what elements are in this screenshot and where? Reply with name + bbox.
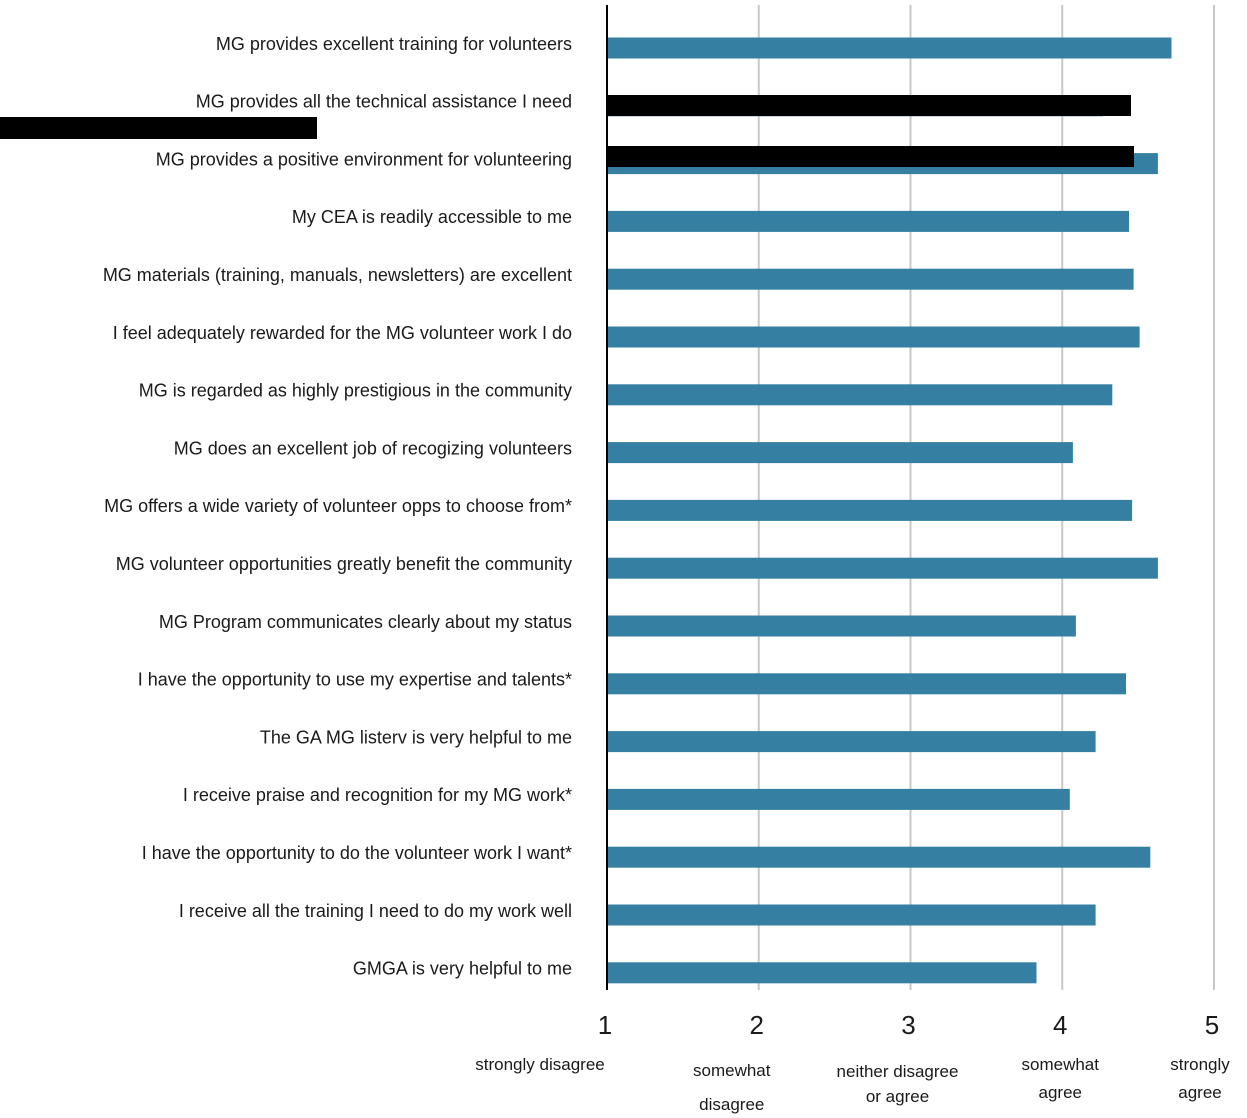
tick-label-2: 2	[750, 1010, 764, 1040]
tick-label-4: 4	[1053, 1010, 1067, 1040]
bar-9	[607, 499, 1133, 521]
category-label-1: MG provides excellent training for volun…	[216, 34, 572, 54]
category-label-14: I receive praise and recognition for my …	[183, 785, 572, 805]
bar-15	[607, 846, 1151, 868]
scale-label-3-line-1: neither disagree	[837, 1062, 959, 1081]
category-label-2: MG provides all the technical assistance…	[196, 92, 572, 112]
category-label-6: I feel adequately rewarded for the MG vo…	[113, 323, 572, 343]
category-label-11: MG Program communicates clearly about my…	[159, 612, 572, 632]
redaction-bar-label	[0, 117, 317, 139]
bar-11	[607, 615, 1076, 637]
redactions	[0, 95, 1134, 167]
bar-8	[607, 442, 1073, 464]
category-label-12: I have the opportunity to use my experti…	[138, 670, 572, 690]
bar-13	[607, 731, 1096, 753]
redaction-bar-row-3	[607, 146, 1134, 167]
category-label-3: MG provides a positive environment for v…	[156, 149, 572, 169]
redaction-bar-row-2	[607, 95, 1131, 116]
scale-labels: strongly disagree somewhat disagree neither…	[475, 1055, 1230, 1114]
tick-label-3: 3	[901, 1010, 915, 1040]
category-label-7: MG is regarded as highly prestigious in …	[139, 381, 572, 401]
bar-5	[607, 268, 1134, 290]
x-tick-labels: 1 2 3 4 5	[598, 1010, 1219, 1040]
bar-7	[607, 384, 1113, 406]
scale-label-4-line-2: agree	[1039, 1083, 1082, 1102]
bar-10	[607, 557, 1158, 579]
category-label-15: I have the opportunity to do the volunte…	[142, 843, 572, 863]
scale-label-5-line-1: strongly	[1170, 1055, 1230, 1074]
category-label-10: MG volunteer opportunities greatly benef…	[116, 554, 572, 574]
bar-12	[607, 673, 1126, 695]
category-label-16: I receive all the training I need to do …	[179, 901, 572, 921]
scale-label-4-line-1: somewhat	[1022, 1055, 1100, 1074]
category-labels: MG provides excellent training for volun…	[103, 34, 572, 979]
bar-1	[607, 37, 1172, 59]
scale-label-5-line-2: agree	[1178, 1083, 1221, 1102]
category-label-5: MG materials (training, manuals, newslet…	[103, 265, 572, 285]
scale-label-1-line-1: strongly disagree	[475, 1055, 604, 1074]
category-label-8: MG does an excellent job of recogizing v…	[174, 438, 572, 458]
scale-label-3-line-2: or agree	[866, 1087, 929, 1106]
scale-label-2-line-1: somewhat	[693, 1061, 771, 1080]
bar-17	[607, 962, 1037, 984]
category-label-17: GMGA is very helpful to me	[353, 959, 572, 979]
bar-4	[607, 210, 1129, 232]
bars	[607, 37, 1172, 984]
bar-14	[607, 788, 1070, 810]
category-label-13: The GA MG listerv is very helpful to me	[260, 727, 572, 747]
scale-label-2-line-2: disagree	[699, 1095, 764, 1114]
category-label-9: MG offers a wide variety of volunteer op…	[104, 496, 572, 516]
bar-16	[607, 904, 1096, 926]
category-label-4: My CEA is readily accessible to me	[292, 207, 572, 227]
bar-6	[607, 326, 1140, 348]
tick-label-1: 1	[598, 1010, 612, 1040]
tick-label-5: 5	[1205, 1010, 1219, 1040]
